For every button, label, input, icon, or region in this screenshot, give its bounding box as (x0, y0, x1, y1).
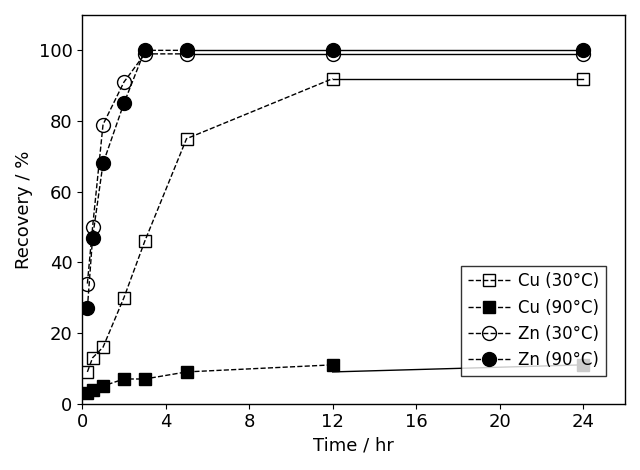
Cu (90°C) (329, 362, 337, 368)
Zn (90°C) (89, 235, 97, 241)
Zn (90°C) (99, 161, 107, 166)
Zn (90°C) (182, 47, 190, 53)
Legend: Cu (30°C), Cu (90°C), Zn (30°C), Zn (90°C): Cu (30°C), Cu (90°C), Zn (30°C), Zn (90°… (461, 266, 606, 376)
Zn (30°C) (99, 122, 107, 127)
Zn (30°C) (182, 51, 190, 57)
Cu (90°C) (182, 369, 190, 375)
Line: Zn (30°C): Zn (30°C) (81, 47, 193, 290)
Zn (90°C) (120, 101, 128, 106)
X-axis label: Time / hr: Time / hr (313, 437, 394, 455)
Line: Cu (30°C): Cu (30°C) (82, 73, 339, 377)
Cu (90°C) (84, 390, 92, 396)
Cu (30°C) (84, 369, 92, 375)
Zn (30°C) (84, 281, 92, 286)
Cu (90°C) (99, 383, 107, 389)
Cu (30°C) (141, 238, 148, 244)
Cu (90°C) (120, 376, 128, 382)
Cu (90°C) (141, 376, 148, 382)
Zn (30°C) (120, 79, 128, 85)
Zn (90°C) (141, 47, 148, 53)
Zn (90°C) (84, 306, 92, 311)
Cu (30°C) (89, 355, 97, 360)
Cu (30°C) (99, 345, 107, 350)
Cu (30°C) (329, 76, 337, 81)
Zn (30°C) (141, 51, 148, 57)
Y-axis label: Recovery / %: Recovery / % (15, 150, 33, 268)
Cu (90°C) (89, 387, 97, 392)
Cu (30°C) (182, 136, 190, 141)
Cu (30°C) (120, 295, 128, 300)
Line: Cu (90°C): Cu (90°C) (82, 359, 339, 399)
Line: Zn (90°C): Zn (90°C) (81, 43, 193, 315)
Zn (30°C) (89, 224, 97, 230)
